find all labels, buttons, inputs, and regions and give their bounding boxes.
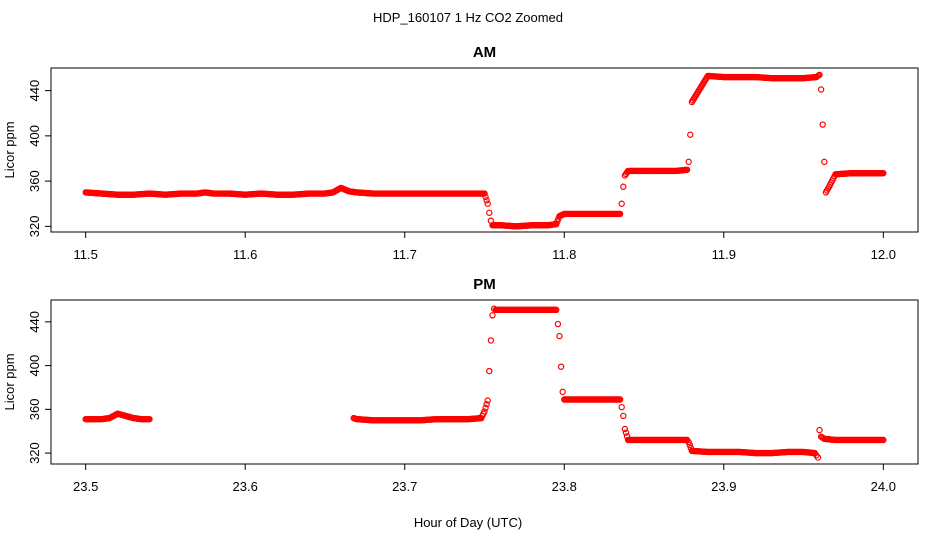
data-point: [482, 404, 489, 412]
data-point: [816, 426, 823, 434]
data-point: [616, 210, 624, 218]
data-point: [482, 193, 489, 201]
y-tick-label: 320: [27, 215, 42, 237]
data-point: [683, 166, 691, 173]
x-tick-label: 23.6: [233, 479, 258, 494]
plot-frame: [50, 299, 919, 465]
y-tick-label: 400: [27, 125, 42, 147]
data-point: [814, 454, 822, 461]
data-point: [553, 306, 560, 314]
panel-title: PM: [473, 276, 496, 293]
plot-frame: [50, 67, 919, 233]
x-tick-label: 11.8: [552, 247, 576, 262]
data-point: [685, 438, 692, 446]
data-point: [616, 396, 624, 403]
y-tick-label: 320: [27, 442, 42, 464]
data-point: [880, 169, 887, 177]
figure-x-axis-label: Hour of Day (UTC): [414, 515, 522, 530]
data-point: [620, 412, 627, 420]
data-point: [486, 209, 493, 216]
data-point: [489, 312, 496, 319]
am-panel: AM 11.5 11.6 11.7 11.8 11.9 12.0 320 360 400 440 Li…: [2, 44, 919, 262]
data-point: [554, 320, 562, 328]
data-point: [819, 121, 826, 128]
x-tick-label: 11.7: [393, 247, 417, 262]
data-point: [687, 131, 694, 138]
y-tick-label: 360: [27, 170, 42, 192]
data-point: [618, 403, 625, 411]
data-point: [557, 363, 565, 370]
data-point: [556, 332, 563, 340]
x-tick-label: 23.7: [392, 479, 417, 494]
figure-title: HDP_160107 1 Hz CO2 Zoomed: [373, 10, 563, 25]
data-point: [821, 158, 828, 166]
data-point: [483, 401, 490, 408]
y-tick-label: 440: [27, 311, 42, 333]
data-point: [484, 200, 491, 207]
y-tick-label: 400: [27, 355, 42, 377]
data-point: [486, 367, 493, 375]
x-tick-label: 11.9: [712, 247, 736, 262]
panel-title: AM: [473, 44, 496, 61]
x-tick-label: 24.0: [871, 479, 896, 494]
data-point: [484, 397, 491, 404]
x-tick-label: 11.5: [74, 247, 98, 262]
data-point: [817, 86, 825, 93]
data-point: [622, 429, 630, 436]
data-point: [481, 190, 488, 197]
y-axis-label: Licor ppm: [2, 121, 17, 178]
data-point: [618, 200, 625, 207]
x-tick-label: 23.8: [552, 479, 577, 494]
data-point: [816, 71, 823, 78]
data-point: [483, 197, 490, 204]
y-axis-label: Licor ppm: [2, 353, 17, 410]
y-tick-label: 440: [27, 80, 42, 102]
data-point: [880, 436, 887, 444]
data-point: [686, 441, 693, 449]
x-tick-label: 12.0: [871, 247, 896, 262]
data-point: [685, 158, 692, 166]
pm-panel: PM 23.5 23.6 23.7 23.8 23.9 24.0 320 360 400 440 Li…: [2, 276, 919, 494]
x-tick-label: 23.5: [73, 479, 98, 494]
y-tick-label: 360: [27, 398, 42, 420]
data-point: [620, 183, 627, 190]
data-point: [621, 425, 629, 433]
x-tick-label: 11.6: [233, 247, 257, 262]
data-point: [559, 388, 566, 396]
data-point: [146, 415, 153, 423]
data-point: [487, 337, 495, 344]
x-tick-label: 23.9: [711, 479, 736, 494]
data-point: [481, 408, 488, 415]
